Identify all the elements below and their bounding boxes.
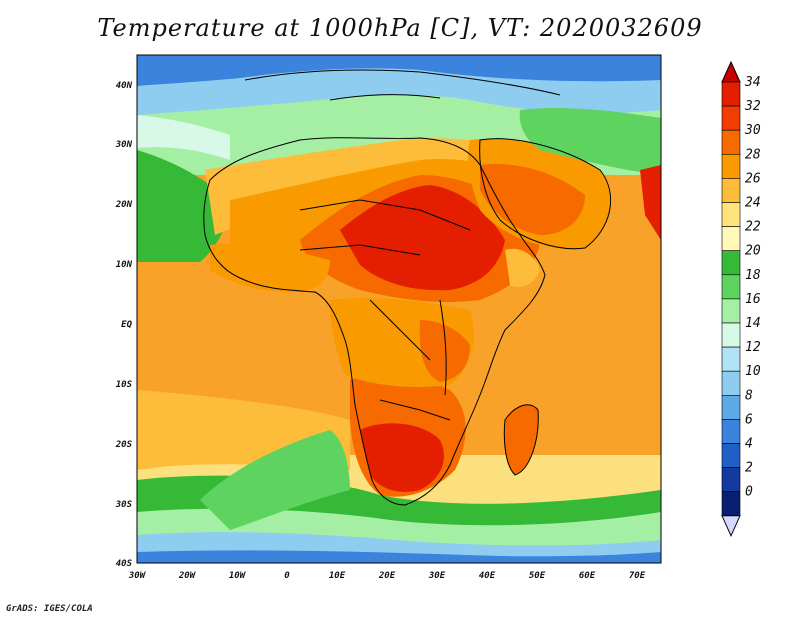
colorbar-label: 2 [745,461,753,476]
colorbar-label: 34 [744,75,761,90]
lon-tick: 10W [229,571,247,581]
colorbar-label: 32 [744,99,761,114]
colorbar-label: 10 [745,364,761,379]
colorbar-swatch [721,394,741,420]
lat-tick: 30N [115,140,133,150]
colorbar-swatch [721,370,741,396]
colorbar-label: 22 [745,220,761,235]
lon-tick: 20W [178,571,197,581]
lat-tick: EQ [121,320,132,330]
colorbar-swatch [721,443,741,468]
lat-tick: 40N [116,81,133,91]
lon-tick: 0 [284,571,290,581]
lon-tick: 10E [329,571,346,581]
colorbar-label: 26 [745,171,761,186]
colorbar-label: 18 [745,268,761,283]
latitude-axis: 40N 30N 20N 10N EQ 10S 20S 30S 40S [115,81,133,569]
lon-tick: 70E [629,571,646,581]
colorbar-swatch [721,105,741,131]
lat-tick: 30S [115,500,133,510]
coastline-outlines [203,69,612,506]
credit-label: GrADS: IGES/COLA [6,604,93,614]
colorbar-swatch [721,226,741,252]
colorbar-high-arrow [721,60,741,83]
lon-tick: 30W [128,571,147,581]
colorbar-label: 12 [745,340,761,355]
lat-tick: 40S [116,559,133,569]
colorbar-swatch [721,81,741,107]
plot-frame [136,54,662,564]
temperature-field [137,55,661,563]
colorbar-label: 16 [745,292,761,307]
lon-tick: 40E [479,571,496,581]
colorbar-label: 6 [745,412,753,427]
colorbar-label: 8 [745,388,753,403]
lat-tick: 10N [116,260,133,270]
lat-tick: 20N [115,200,133,210]
colorbar-swatch [721,491,741,517]
colorbar-label: 28 [745,147,761,162]
lat-tick: 20S [115,440,133,450]
colorbar-label: 30 [744,123,761,138]
colorbar-swatch [721,298,741,324]
colorbar-swatch [721,178,741,203]
map-title: Temperature at 1000hPa [C], VT: 20200326… [97,14,703,42]
lat-tick: 10S [116,380,133,390]
longitude-axis: 30W 20W 10W 0 10E 20E 30E 40E 50E 60E 70… [128,571,646,581]
colorbar-label: 0 [745,485,753,500]
colorbar-label: 20 [745,244,761,259]
colorbar-swatch [721,419,741,444]
lon-tick: 20E [378,571,396,581]
colorbar-low-arrow [721,515,741,538]
lon-tick: 60E [579,571,596,581]
colorbar-swatch [721,274,741,300]
colorbar-swatch [721,154,741,179]
colorbar-swatch [721,467,741,493]
colorbar-label: 24 [745,196,761,211]
lon-tick: 50E [529,571,546,581]
colorbar-label: 4 [745,437,753,452]
colorbar-swatch [721,202,741,227]
colorbar-label: 14 [745,316,761,331]
lon-tick: 30E [428,571,446,581]
colorbar-swatch [721,129,741,155]
colorbar-swatch [721,346,741,372]
colorbar-swatch [721,250,741,276]
colorbar-swatch [721,322,741,348]
